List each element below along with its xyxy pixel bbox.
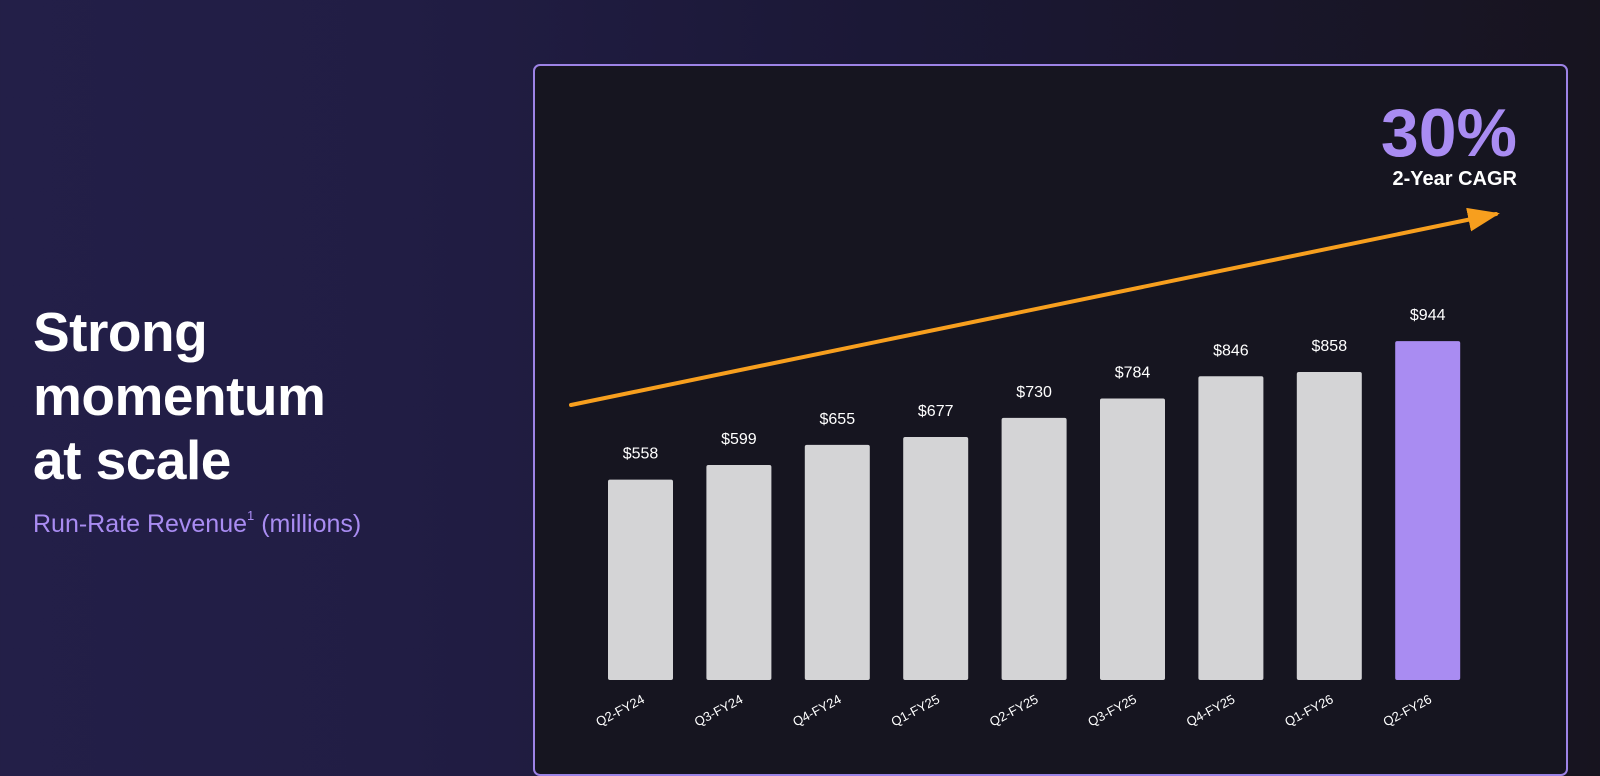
bar-q4-fy25 [1198,376,1264,680]
value-label-q3-fy24: $599 [721,431,757,448]
x-tick-q4-fy24: Q4-FY24 [790,691,844,729]
bars-group [608,341,1461,680]
chart-subtitle: Run-Rate Revenue1 (millions) [33,508,361,540]
headline: Strong momentum at scale [33,300,473,492]
value-label-q3-fy25: $784 [1115,365,1151,382]
cagr-label: 2-Year CAGR [1393,168,1518,190]
value-label-q4-fy24: $655 [820,411,856,428]
bar-q2-fy26 [1395,341,1461,680]
x-tick-q2-fy25: Q2-FY25 [987,691,1041,729]
trend-arrow [569,207,1500,407]
bar-q2-fy24 [608,479,673,680]
subtitle-unit: (millions) [261,510,362,538]
value-label-q2-fy26: $944 [1410,307,1446,324]
value-labels-group: $558 $599 $655 $677 $730 $784 $846 $858 $944 [623,307,1446,463]
value-label-q1-fy26: $858 [1312,338,1348,355]
x-tick-q3-fy24: Q3-FY24 [692,691,746,729]
revenue-bar-chart: $558 $599 $655 $677 $730 $784 $846 $858 $944 Q2-… [569,95,1518,729]
headline-line-1: Strong [33,301,208,363]
headline-line-3: at scale [33,429,231,491]
x-tick-q2-fy24: Q2-FY24 [593,691,647,729]
bar-q1-fy25 [903,436,969,680]
bar-q4-fy24 [804,444,870,680]
value-label-q1-fy25: $677 [918,403,954,420]
bar-q1-fy26 [1296,371,1362,680]
x-tick-q2-fy26: Q2-FY26 [1380,691,1434,729]
value-label-q2-fy24: $558 [623,446,659,463]
x-tick-q1-fy25: Q1-FY25 [888,691,942,729]
bar-q2-fy25 [1001,417,1067,680]
subtitle-footnote: 1 [247,508,255,523]
value-label-q4-fy25: $846 [1213,342,1249,359]
value-label-q2-fy25: $730 [1016,384,1052,401]
bar-q3-fy25 [1100,398,1165,680]
headline-line-2: momentum [33,365,326,427]
x-tick-labels-group: Q2-FY24 Q3-FY24 Q4-FY24 Q1-FY25 Q2-FY25 Q3-FY… [593,691,1434,729]
cagr-value: 30% [1381,95,1517,171]
x-tick-q3-fy25: Q3-FY25 [1085,691,1139,729]
x-tick-q4-fy25: Q4-FY25 [1184,691,1238,729]
x-tick-q1-fy26: Q1-FY26 [1282,691,1336,729]
subtitle-text: Run-Rate Revenue [33,510,248,538]
bar-q3-fy24 [706,464,772,680]
